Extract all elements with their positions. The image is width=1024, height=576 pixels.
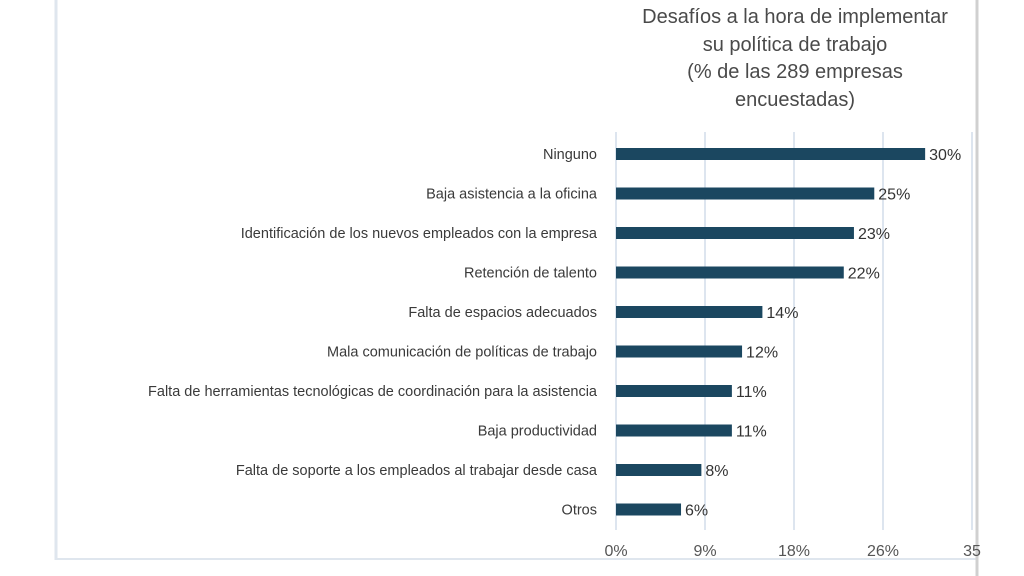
bar [616,464,702,476]
category-label: Retención de talento [464,266,597,282]
category-label: Baja asistencia a la oficina [426,187,598,203]
data-label: 14% [766,305,798,322]
bar [616,424,732,437]
chart-title: Desafíos a la hora de implementar su pol… [600,4,990,114]
category-label: Ninguno [543,147,597,163]
data-label: 12% [746,345,778,362]
category-label: Falta de espacios adecuados [408,305,597,321]
category-label: Identificación de los nuevos empleados c… [241,226,598,242]
chart-title-line: su política de trabajo [702,33,888,56]
bar [616,503,682,516]
data-label: 11% [736,424,767,441]
data-label: 22% [848,266,880,283]
x-tick-label: 18% [778,543,810,560]
category-label: Falta de herramientas tecnológicas de co… [148,384,598,400]
bar [616,306,763,318]
x-tick-label: 9% [693,543,716,560]
data-label: 11% [736,384,767,401]
data-label: 30% [929,147,961,164]
bar [616,187,875,200]
category-label: Falta de soporte a los empleados al trab… [236,463,598,479]
x-tick-label: 35 [963,543,981,560]
data-label: 23% [858,226,890,243]
bar [616,148,926,160]
chart-title-line: (% de las 289 empresas [687,61,903,83]
bar [616,345,743,358]
bar [616,385,732,397]
bar [616,227,854,239]
x-tick-label: 26% [867,543,899,560]
chart-title-line: encuestadas) [734,88,856,111]
data-label: 25% [878,187,910,204]
category-label: Otros [562,503,597,519]
x-tick-label: 0% [604,543,627,560]
chart-title-line: Desafíos a la hora de implementar [642,6,948,28]
data-label: 6% [685,503,708,520]
category-label: Baja productividad [478,424,597,440]
bar [616,266,844,279]
data-label: 8% [705,463,728,480]
category-label: Mala comunicación de políticas de trabaj… [327,345,597,361]
